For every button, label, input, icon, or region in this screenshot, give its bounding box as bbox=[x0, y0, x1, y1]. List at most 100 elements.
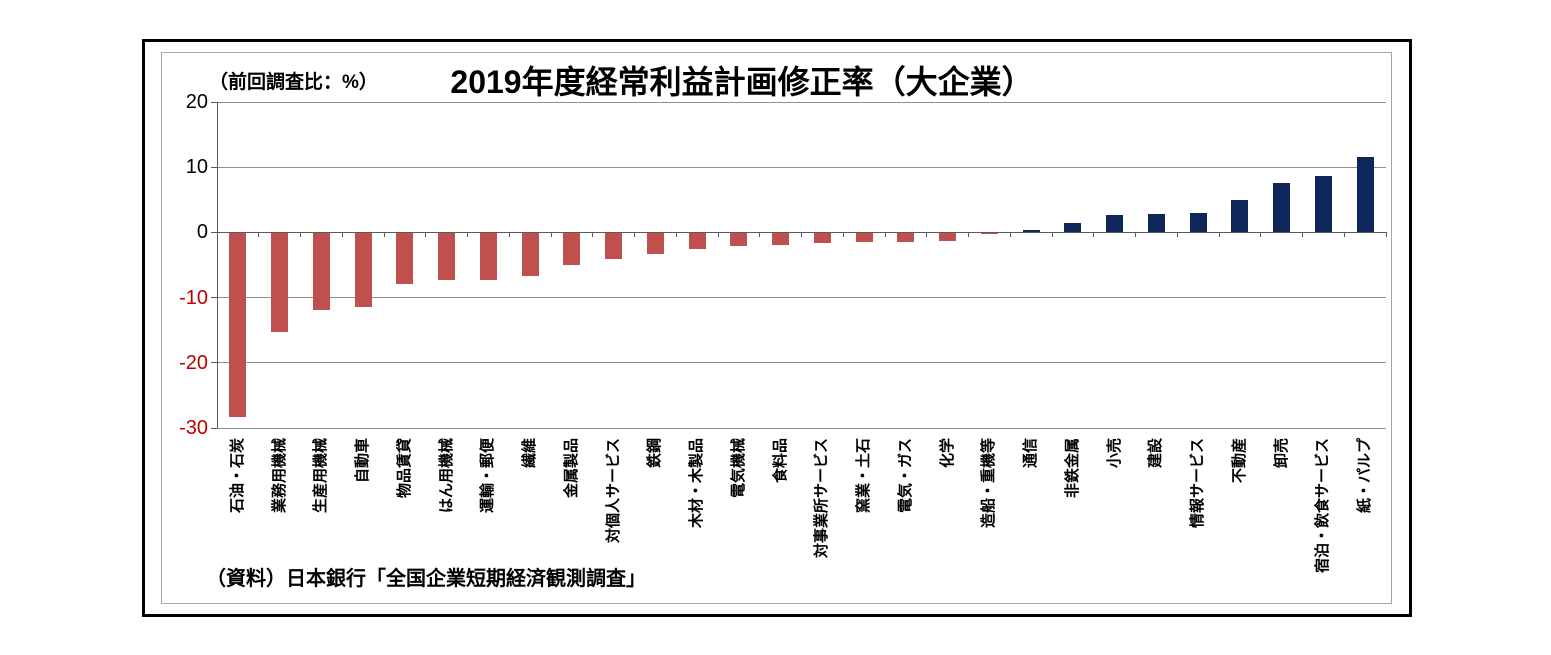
category-label-紙・パルプ: 紙・パルプ bbox=[1356, 438, 1374, 514]
x-axis-tick bbox=[258, 232, 260, 238]
category-label-木材・木製品: 木材・木製品 bbox=[688, 438, 706, 529]
category-label-運輸・郵便: 運輸・郵便 bbox=[479, 438, 497, 514]
x-axis-tick bbox=[467, 232, 468, 238]
source-note: （資料）日本銀行「全国企業短期経済観測調査」 bbox=[206, 568, 646, 590]
category-label-物品賃貸: 物品賃貸 bbox=[395, 438, 413, 499]
category-label-wrap: 卸売 bbox=[1273, 437, 1304, 468]
bar-小売 bbox=[1106, 215, 1124, 233]
bar-不動産 bbox=[1231, 200, 1249, 233]
category-label-通信: 通信 bbox=[1022, 438, 1040, 469]
plot-area bbox=[216, 101, 1387, 429]
category-label-小売: 小売 bbox=[1105, 438, 1123, 469]
category-label-化学: 化学 bbox=[938, 438, 956, 469]
category-label-石油・石炭: 石油・石炭 bbox=[228, 438, 246, 514]
y-axis-tick bbox=[211, 297, 217, 299]
category-label-はん用機械: はん用機械 bbox=[437, 438, 455, 514]
bar-宿泊・飲食サービス bbox=[1314, 176, 1332, 233]
category-label-wrap: 繊維 bbox=[521, 437, 552, 468]
x-axis-tick bbox=[425, 232, 427, 238]
y-axis-label-0: 0 bbox=[196, 221, 208, 244]
bar-はん用機械 bbox=[438, 233, 456, 281]
x-axis-tick bbox=[801, 232, 802, 238]
bar-非鉄金属 bbox=[1064, 222, 1082, 233]
x-axis-tick bbox=[1093, 232, 1095, 238]
x-axis-tick bbox=[300, 232, 301, 238]
x-axis-tick bbox=[717, 232, 719, 238]
gridline--10 bbox=[217, 297, 1386, 299]
x-axis-tick bbox=[1218, 232, 1220, 238]
category-label-対事業所サービス: 対事業所サービス bbox=[813, 438, 831, 559]
bar-石油・石炭 bbox=[229, 233, 247, 418]
category-label-不動産: 不動産 bbox=[1230, 438, 1248, 484]
category-label-wrap: 通信 bbox=[1022, 437, 1053, 468]
gridline-10 bbox=[217, 166, 1386, 168]
bar-窯業・土石 bbox=[855, 233, 873, 242]
y-axis-tick bbox=[211, 362, 217, 364]
category-label-情報サービス: 情報サービス bbox=[1189, 438, 1207, 529]
x-axis-tick bbox=[341, 232, 343, 238]
x-axis-tick bbox=[675, 232, 677, 238]
y-axis-label--30: -30 bbox=[179, 417, 208, 439]
y-axis-unit-label: （前回調査比：%） bbox=[209, 72, 378, 93]
category-label-wrap: 鉄鋼 bbox=[646, 437, 677, 468]
category-label-食料品: 食料品 bbox=[771, 438, 789, 484]
x-axis-tick bbox=[1051, 232, 1053, 238]
x-axis-tick bbox=[592, 232, 594, 238]
bar-電気機械 bbox=[730, 233, 748, 247]
gridline--20 bbox=[217, 362, 1386, 364]
bar-化学 bbox=[939, 233, 957, 242]
x-axis-tick bbox=[1385, 232, 1387, 238]
category-label-電気・ガス: 電気・ガス bbox=[896, 438, 914, 514]
category-label-業務用機械: 業務用機械 bbox=[270, 438, 288, 514]
bar-電気・ガス bbox=[897, 233, 915, 242]
x-axis-tick bbox=[1009, 232, 1011, 238]
x-axis-tick bbox=[216, 232, 218, 238]
bar-業務用機械 bbox=[271, 233, 289, 333]
y-axis-tick bbox=[211, 166, 217, 168]
x-axis-tick bbox=[884, 232, 886, 238]
y-axis-line bbox=[217, 102, 218, 428]
bar-食料品 bbox=[772, 233, 790, 246]
category-label-生産用機械: 生産用機械 bbox=[312, 438, 330, 514]
bar-運輸・郵便 bbox=[479, 233, 497, 280]
x-axis-tick bbox=[1260, 232, 1262, 238]
y-axis-label-10: 10 bbox=[185, 156, 208, 179]
y-axis-label--10: -10 bbox=[179, 286, 208, 309]
gridline-20 bbox=[217, 101, 1386, 103]
bar-対個人サービス bbox=[605, 233, 623, 259]
x-axis-tick bbox=[508, 232, 510, 238]
bar-自動車 bbox=[354, 233, 372, 308]
bar-金属製品 bbox=[563, 233, 581, 266]
x-axis-tick bbox=[634, 232, 635, 238]
bar-造船・重機等 bbox=[980, 233, 998, 235]
category-label-繊維: 繊維 bbox=[521, 438, 539, 469]
bar-生産用機械 bbox=[312, 233, 330, 311]
category-label-wrap: 食料品 bbox=[772, 437, 818, 483]
category-label-鉄鋼: 鉄鋼 bbox=[646, 438, 664, 469]
category-label-宿泊・飲食サービス: 宿泊・飲食サービス bbox=[1314, 438, 1332, 574]
category-label-wrap: 不動産 bbox=[1231, 437, 1277, 483]
chart-title: 2019年度経常利益計画修正率（大企業） bbox=[450, 64, 1034, 100]
category-label-卸売: 卸売 bbox=[1272, 438, 1290, 469]
y-axis-tick bbox=[211, 427, 217, 429]
category-label-金属製品: 金属製品 bbox=[562, 438, 580, 499]
bar-繊維 bbox=[521, 233, 539, 276]
y-axis-tick bbox=[211, 231, 217, 233]
bar-通信 bbox=[1022, 229, 1040, 233]
x-axis-tick bbox=[842, 232, 844, 238]
category-label-wrap: 自動車 bbox=[354, 437, 400, 483]
category-label-wrap: 建設 bbox=[1147, 437, 1178, 468]
bar-紙・パルプ bbox=[1356, 157, 1374, 233]
x-axis-tick bbox=[1135, 232, 1136, 238]
x-axis-tick bbox=[1302, 232, 1303, 238]
y-axis-label--20: -20 bbox=[179, 351, 208, 374]
category-label-電気機械: 電気機械 bbox=[729, 438, 747, 499]
category-label-窯業・土石: 窯業・土石 bbox=[855, 438, 873, 514]
category-label-自動車: 自動車 bbox=[354, 438, 372, 484]
y-axis-tick bbox=[211, 101, 217, 103]
bar-木材・木製品 bbox=[688, 233, 706, 250]
bar-卸売 bbox=[1273, 182, 1291, 233]
x-axis-tick bbox=[926, 232, 928, 238]
gridline--30 bbox=[217, 427, 1386, 429]
y-axis-label-20: 20 bbox=[185, 91, 208, 113]
